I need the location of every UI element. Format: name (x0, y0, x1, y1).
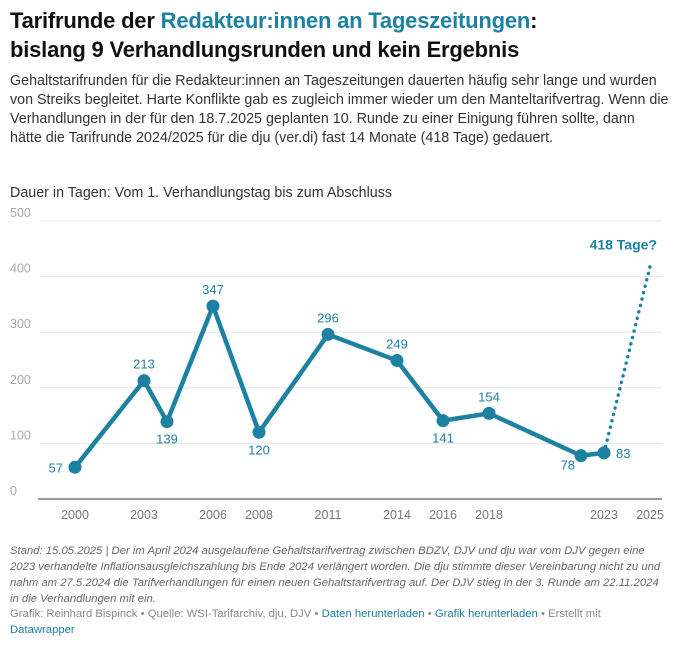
download-data-link[interactable]: Daten herunterladen (321, 608, 425, 620)
y-axis-ticks: 0 100 200 300 400 500 (10, 206, 31, 498)
data-point (482, 406, 496, 420)
data-label: 120 (248, 442, 270, 457)
data-label: 296 (317, 310, 339, 325)
y-tick-label: 100 (10, 428, 31, 442)
line-chart: 0 100 200 300 400 500 2000 2003 2006 2008 2011 201… (10, 206, 664, 522)
separator: • (137, 608, 148, 620)
x-tick-label: 2008 (245, 508, 273, 522)
title-line2: bislang 9 Verhandlungsrunden und kein Er… (10, 37, 520, 62)
x-tick-label: 2025 (636, 508, 664, 522)
datawrapper-link[interactable]: Datawrapper (10, 624, 75, 636)
y-tick-label: 400 (10, 262, 31, 276)
x-tick-label: 2006 (199, 508, 227, 522)
x-axis-ticks: 2000 2003 2006 2008 2011 2014 2016 2018 2023 2025 (61, 508, 664, 522)
data-point (206, 299, 220, 313)
data-labels: 57 213 139 347 120 296 249 141 154 78 83 (49, 282, 631, 475)
separator: • (424, 608, 435, 620)
data-label: 213 (133, 357, 155, 372)
title-highlight: Redakteur:innen an Tageszeitungen (160, 8, 531, 33)
data-label: 83 (616, 446, 630, 461)
title-part1: Tarifrunde der (10, 8, 161, 33)
data-point (574, 449, 588, 463)
data-label: 154 (478, 389, 500, 404)
data-point (390, 354, 404, 368)
series-line-forecast (602, 264, 652, 455)
y-tick-label: 200 (10, 373, 31, 387)
credit-graphic: Grafik: Reinhard Bispinck (10, 608, 138, 620)
chart-title: Tarifrunde der Redakteur:innen an Tagesz… (10, 6, 670, 64)
title-part2: : (530, 8, 538, 33)
data-label: 57 (49, 460, 63, 475)
download-graphic-link[interactable]: Grafik herunterladen (434, 608, 538, 620)
x-tick-label: 2000 (61, 508, 89, 522)
gridlines (40, 220, 662, 444)
footer-credits: Grafik: Reinhard Bispinck • Quelle: WSI-… (10, 606, 670, 638)
data-label: 347 (202, 282, 224, 297)
annotation-label: 418 Tage? (590, 237, 657, 253)
footer-notes: Stand: 15.05.2025 | Der im April 2024 au… (10, 545, 661, 605)
data-point (137, 374, 151, 388)
data-label: 78 (561, 458, 575, 473)
annotations: 418 Tage? (590, 237, 657, 253)
data-points (68, 299, 611, 474)
data-label: 249 (386, 337, 408, 352)
intro-text: Gehaltstarifrunden für die Redakteur:inn… (10, 73, 669, 146)
x-tick-label: 2018 (475, 508, 503, 522)
x-tick-label: 2003 (130, 508, 158, 522)
data-label: 139 (156, 432, 178, 447)
data-point (436, 414, 450, 428)
chart-subtitle: Dauer in Tagen: Vom 1. Verhandlungstag b… (10, 185, 393, 201)
x-tick-label: 2014 (383, 508, 411, 522)
separator: • (537, 608, 549, 620)
credit-source: Quelle: WSI-Tarifarchiv, dju, DJV (147, 608, 312, 620)
created-with: Erstellt mit (548, 608, 601, 620)
y-tick-label: 0 (10, 484, 17, 498)
data-point (68, 460, 82, 474)
y-tick-label: 300 (10, 317, 31, 331)
x-tick-label: 2011 (315, 508, 342, 522)
y-tick-label: 500 (10, 206, 31, 220)
separator: • (311, 608, 322, 620)
x-tick-label: 2016 (429, 508, 457, 522)
data-label: 141 (432, 431, 454, 446)
data-point (160, 415, 174, 429)
data-point (321, 327, 335, 341)
data-point (597, 446, 611, 460)
data-point (252, 425, 266, 439)
x-tick-label: 2023 (590, 508, 618, 522)
